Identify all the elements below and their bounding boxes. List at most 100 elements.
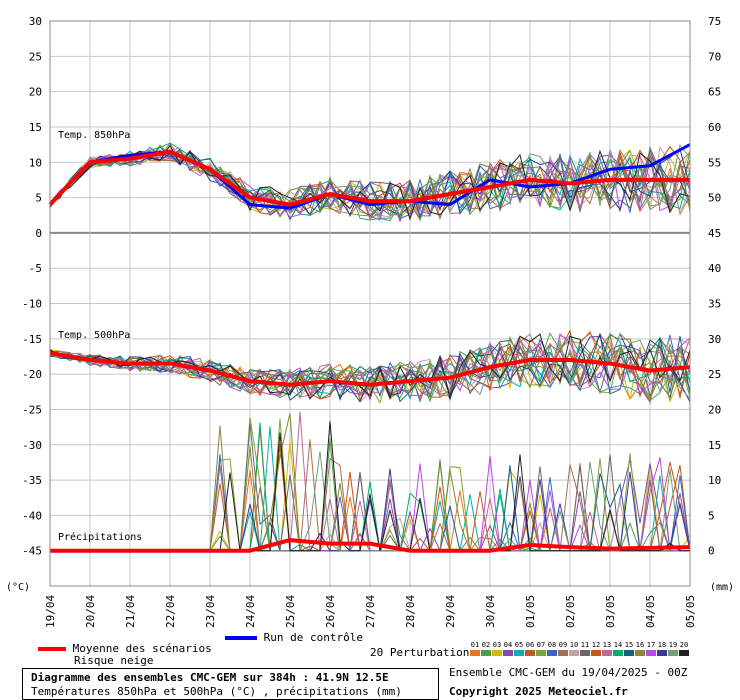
right-unit: (mm)	[710, 582, 734, 593]
date-tick-label: 30/04	[484, 595, 497, 628]
perturbation-t850-line	[49, 147, 691, 216]
date-tick-label: 22/04	[164, 595, 177, 628]
perturbation-swatch	[569, 650, 579, 656]
perturbation-swatch	[536, 650, 546, 656]
perturbation-number: 18	[657, 641, 667, 649]
right-tick-label: 65	[708, 86, 721, 99]
perturbation-number: 07	[536, 641, 546, 649]
legend-mean: Moyenne des scénarios	[38, 642, 212, 655]
perturbation-number: 17	[646, 641, 656, 649]
perturbation-swatch	[635, 650, 645, 656]
right-tick-label: 10	[708, 474, 721, 487]
perturbation-swatch	[613, 650, 623, 656]
right-tick-label: 40	[708, 262, 721, 275]
perturbation-swatch	[547, 650, 557, 656]
legend-control-label: Run de contrôle	[263, 631, 363, 644]
perturbation-swatch	[525, 650, 535, 656]
date-tick-label: 23/04	[204, 595, 217, 628]
right-tick-label: 75	[708, 15, 721, 28]
mean-swatch	[38, 647, 66, 651]
perturbation-swatch	[602, 650, 612, 656]
right-tick-label: 45	[708, 227, 721, 240]
annotation-t850: Temp. 850hPa	[58, 130, 130, 141]
date-tick-label: 26/04	[324, 595, 337, 628]
perturbation-swatch	[514, 650, 524, 656]
footer-subtitle: Températures 850hPa et 500hPa (°C) , pré…	[31, 685, 402, 698]
mean-precip-line	[50, 538, 691, 553]
perturbation-number: 09	[558, 641, 568, 649]
mean-t850-line	[48, 149, 690, 207]
left-tick-label: 15	[29, 121, 42, 134]
perturbation-swatch	[679, 650, 689, 656]
footer-run: Ensemble CMC-GEM du 19/04/2025 - 00Z	[449, 666, 688, 679]
date-tick-label: 20/04	[84, 595, 97, 628]
plot-frame	[49, 20, 691, 587]
perturbation-swatch	[624, 650, 634, 656]
perturbation-number: 05	[514, 641, 524, 649]
grid	[49, 20, 691, 586]
perturbation-number: 15	[624, 641, 634, 649]
left-tick-label: 30	[29, 15, 42, 28]
perturbation-swatch	[591, 650, 601, 656]
date-tick-label: 21/04	[124, 595, 137, 628]
left-tick-label: 10	[29, 156, 42, 169]
left-tick-label: 0	[35, 227, 42, 240]
annotation-precip: Précipitations	[58, 531, 142, 543]
left-tick-label: -40	[22, 509, 42, 522]
date-tick-label: 25/04	[284, 595, 297, 628]
control-swatch	[225, 636, 257, 640]
perturbation-number: 03	[492, 641, 502, 649]
left-tick-label: -20	[22, 368, 42, 381]
perturbation-number: 20	[679, 641, 689, 649]
perturbation-number: 08	[547, 641, 557, 649]
left-tick-label: -30	[22, 439, 42, 452]
perturbation-swatch	[668, 650, 678, 656]
right-tick-label: 15	[708, 439, 721, 452]
legend-perturbations: 20 Perturbations	[370, 646, 476, 659]
right-tick-label: 70	[708, 50, 721, 63]
perturbation-t500-line	[49, 333, 691, 403]
perturbation-swatch	[657, 650, 667, 656]
perturbation-swatch	[558, 650, 568, 656]
left-unit: (°C)	[6, 582, 30, 593]
perturbation-swatch	[492, 650, 502, 656]
date-tick-label: 02/05	[564, 595, 577, 628]
date-tick-label: 24/04	[244, 595, 257, 628]
right-tick-label: 30	[708, 333, 721, 346]
perturbation-number: 13	[602, 641, 612, 649]
perturbation-number: 10	[569, 641, 579, 649]
perturbation-t500-line	[49, 343, 691, 400]
perturbation-t500-line	[49, 333, 691, 401]
date-tick-label: 27/04	[364, 595, 377, 628]
left-tick-label: 20	[29, 86, 42, 99]
perturbation-number: 19	[668, 641, 678, 649]
left-tick-label: -5	[29, 262, 42, 275]
perturbation-swatch	[580, 650, 590, 656]
footer-box: Diagramme des ensembles CMC-GEM sur 384h…	[22, 668, 439, 700]
left-tick-label: -25	[22, 403, 42, 416]
date-tick-label: 28/04	[404, 595, 417, 628]
main-lines	[48, 143, 691, 553]
perturbation-swatch	[470, 650, 480, 656]
right-tick-label: 50	[708, 192, 721, 205]
right-tick-label: 25	[708, 368, 721, 381]
perturbation-swatch	[481, 650, 491, 656]
perturbation-t500-line	[49, 332, 691, 403]
perturbation-number: 01	[470, 641, 480, 649]
perturbation-number: 06	[525, 641, 535, 649]
left-tick-label: -15	[22, 333, 42, 346]
mean-t500-line	[49, 350, 691, 387]
perturbation-number: 12	[591, 641, 601, 649]
left-tick-label: -35	[22, 474, 42, 487]
right-tick-label: 35	[708, 298, 721, 311]
left-tick-label: -10	[22, 298, 42, 311]
date-tick-label: 03/05	[604, 595, 617, 628]
perturbation-number: 04	[503, 641, 513, 649]
perturbation-swatch	[646, 650, 656, 656]
footer-copyright: Copyright 2025 Meteociel.fr	[449, 685, 628, 698]
left-tick-label: 5	[35, 192, 42, 205]
right-tick-label: 20	[708, 403, 721, 416]
right-tick-label: 55	[708, 156, 721, 169]
